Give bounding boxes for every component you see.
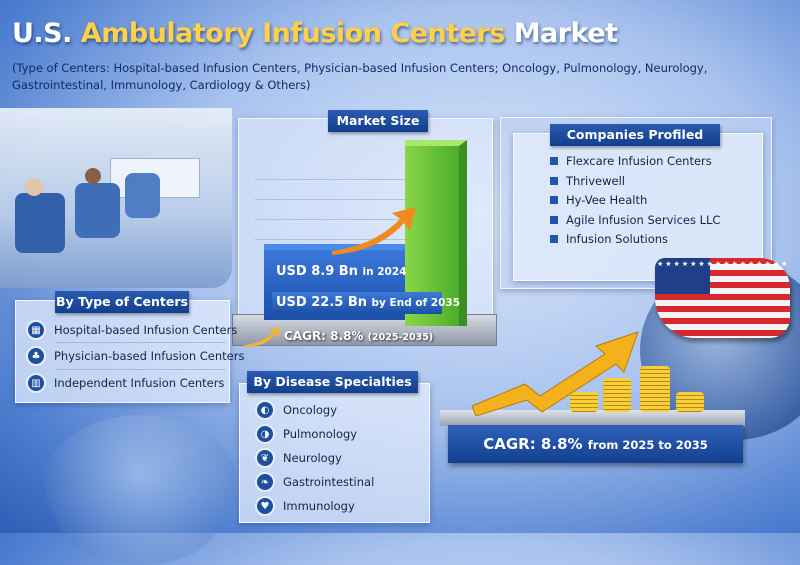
- lungs-icon: ◑: [255, 424, 275, 444]
- coin-stack-icon: [676, 392, 704, 412]
- bullet-icon: [550, 235, 558, 243]
- market-size-header: Market Size: [328, 110, 428, 132]
- list-item: ▥ Independent Infusion Centers: [26, 370, 226, 396]
- us-flag-map-icon: ★★★★★★★★★★★★★★★★: [655, 258, 790, 338]
- company-item: Hy-Vee Health: [550, 193, 720, 207]
- list-item: ◑ Pulmonology: [255, 423, 374, 445]
- list-item: ❦ Neurology: [255, 447, 374, 469]
- hospital-icon: ▦: [26, 320, 46, 340]
- coin-stack-icon: [640, 366, 670, 412]
- cagr-label: CAGR: 8.8% (2025-2035): [284, 329, 434, 343]
- world-globe-illustration: [40, 415, 240, 565]
- coin-stack-icon: [603, 378, 631, 412]
- companies-list: Flexcare Infusion Centers Thrivewell Hy-…: [550, 154, 720, 246]
- value-2024-label: USD 8.9 Bn in 2024: [276, 264, 407, 279]
- coin-stack-icon: [570, 392, 598, 412]
- company-item: Flexcare Infusion Centers: [550, 154, 720, 168]
- bullet-icon: [550, 196, 558, 204]
- type-of-centers-list: ▦ Hospital-based Infusion Centers ♣ Physic…: [26, 318, 244, 396]
- disease-specialties-list: ◐ Oncology ◑ Pulmonology ❦ Neurology ❧ Gastr…: [255, 399, 374, 517]
- value-2035-label: USD 22.5 Bn by End of 2035: [272, 292, 460, 314]
- list-item: ❧ Gastrointestinal: [255, 471, 374, 493]
- growth-arrow-icon: [471, 331, 639, 416]
- cagr-banner: CAGR: 8.8% from 2025 to 2035: [448, 425, 743, 463]
- cagr-arrow-icon: [244, 327, 280, 347]
- list-item: ♣ Physician-based Infusion Centers: [26, 343, 244, 369]
- clinic-illustration: [0, 108, 232, 288]
- growth-arrow-icon: [332, 207, 416, 255]
- subtitle: (Type of Centers: Hospital-based Infusio…: [12, 61, 708, 92]
- company-item: Thrivewell: [550, 174, 720, 188]
- type-of-centers-panel: [15, 300, 230, 403]
- brain-icon: ❦: [255, 448, 275, 468]
- coin-platform: [440, 410, 745, 426]
- bullet-icon: [550, 176, 558, 185]
- building-icon: ▥: [26, 373, 46, 393]
- company-item: Agile Infusion Services LLC: [550, 213, 720, 227]
- list-item: ▦ Hospital-based Infusion Centers: [26, 318, 237, 342]
- physician-icon: ♣: [26, 346, 46, 366]
- bullet-icon: [550, 215, 558, 224]
- type-of-centers-header: By Type of Centers: [55, 291, 189, 313]
- list-item: ♥ Immunology: [255, 495, 374, 517]
- page-title: U.S. Ambulatory Infusion Centers Market: [12, 18, 618, 49]
- disease-specialties-header: By Disease Specialties: [247, 371, 418, 393]
- companies-header: Companies Profiled: [550, 124, 720, 146]
- kidney-icon: ◐: [255, 400, 275, 420]
- bullet-icon: [550, 157, 558, 165]
- list-item: ◐ Oncology: [255, 399, 374, 421]
- company-item: Infusion Solutions: [550, 232, 720, 246]
- stomach-icon: ❧: [255, 472, 275, 492]
- heart-icon: ♥: [255, 496, 275, 516]
